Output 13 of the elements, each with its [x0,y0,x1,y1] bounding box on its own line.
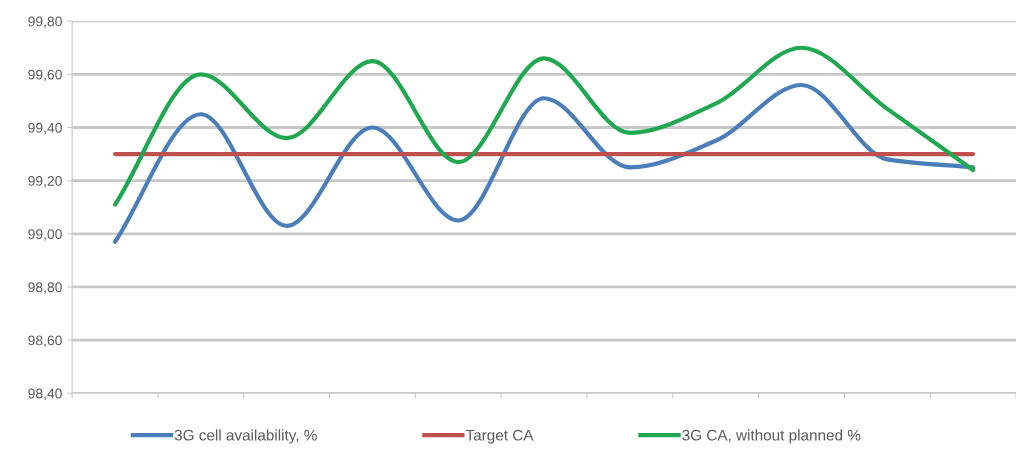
y-tick-label: 99,80 [28,16,62,28]
legend-label: 3G CA, without planned % [682,429,861,444]
line-series [112,82,976,244]
y-tick-label: 98,40 [28,388,62,401]
y-tick-label: 99,20 [28,176,62,188]
y-tick-label: 99,40 [28,122,62,135]
y-tick-label: 99,60 [28,69,62,82]
y-tick-label: 98,60 [28,335,62,347]
legend-label: Target CA [465,429,534,444]
y-tick-label: 98,80 [28,282,62,294]
y-tick-label: 99,00 [28,229,62,241]
line-series [112,45,976,207]
legend-label: 3G cell availability, % [174,429,317,444]
